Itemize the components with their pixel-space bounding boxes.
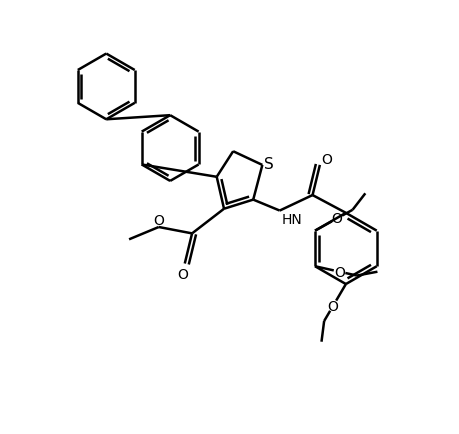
Text: O: O: [321, 153, 332, 167]
Text: S: S: [264, 156, 274, 171]
Text: HN: HN: [282, 212, 303, 226]
Text: O: O: [334, 265, 345, 279]
Text: O: O: [328, 299, 339, 313]
Text: O: O: [331, 212, 342, 226]
Text: O: O: [177, 267, 188, 281]
Text: O: O: [153, 214, 164, 227]
